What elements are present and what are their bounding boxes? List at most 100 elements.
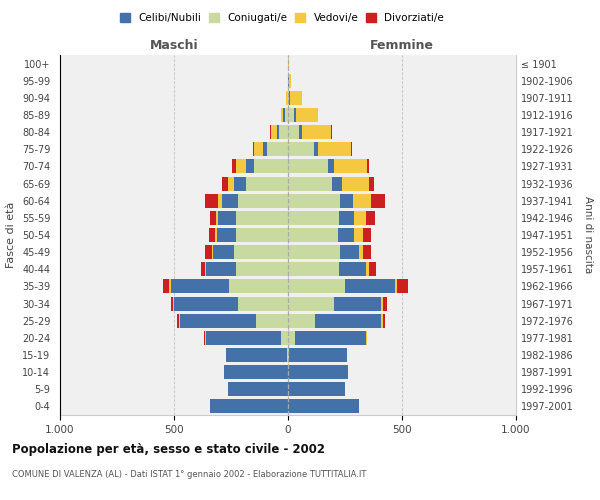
Bar xyxy=(236,160,246,173)
Text: Femmine: Femmine xyxy=(370,38,434,52)
Bar xyxy=(222,176,227,190)
Bar xyxy=(350,142,352,156)
Text: Popolazione per età, sesso e stato civile - 2002: Popolazione per età, sesso e stato civil… xyxy=(12,442,325,456)
Text: Maschi: Maschi xyxy=(149,38,199,52)
Bar xyxy=(332,176,341,190)
Bar xyxy=(382,296,383,310)
Bar xyxy=(212,245,213,259)
Bar xyxy=(281,331,288,345)
Bar xyxy=(367,160,369,173)
Bar xyxy=(302,125,331,139)
Bar xyxy=(288,365,349,379)
Bar xyxy=(236,211,288,225)
Bar xyxy=(340,211,354,225)
Bar xyxy=(288,74,289,88)
Bar xyxy=(288,228,338,242)
Bar xyxy=(246,160,254,173)
Bar xyxy=(296,108,319,122)
Bar xyxy=(222,194,238,207)
Bar xyxy=(365,331,367,345)
Bar xyxy=(170,296,173,310)
Y-axis label: Fasce di età: Fasce di età xyxy=(7,202,16,268)
Bar xyxy=(163,280,169,293)
Bar xyxy=(328,160,334,173)
Bar xyxy=(288,108,294,122)
Bar xyxy=(288,194,340,207)
Bar xyxy=(371,194,385,207)
Bar xyxy=(288,245,340,259)
Bar xyxy=(316,314,382,328)
Bar xyxy=(288,211,340,225)
Bar xyxy=(271,125,277,139)
Bar xyxy=(288,125,299,139)
Bar xyxy=(281,108,283,122)
Bar xyxy=(288,314,316,328)
Bar xyxy=(232,160,236,173)
Bar xyxy=(331,125,332,139)
Bar xyxy=(256,314,288,328)
Bar xyxy=(218,211,236,225)
Bar xyxy=(288,296,334,310)
Bar xyxy=(216,211,218,225)
Bar xyxy=(204,331,205,345)
Bar xyxy=(246,176,288,190)
Bar xyxy=(314,142,317,156)
Bar xyxy=(206,262,236,276)
Bar xyxy=(334,296,382,310)
Bar xyxy=(238,296,288,310)
Bar xyxy=(354,228,363,242)
Bar xyxy=(288,142,314,156)
Bar xyxy=(353,194,371,207)
Bar xyxy=(369,176,373,190)
Bar xyxy=(218,194,222,207)
Legend: Celibi/Nubili, Coniugati/e, Vedovi/e, Divorziati/e: Celibi/Nubili, Coniugati/e, Vedovi/e, Di… xyxy=(117,10,447,26)
Bar xyxy=(382,314,383,328)
Bar xyxy=(226,348,287,362)
Bar xyxy=(340,245,359,259)
Bar xyxy=(288,280,345,293)
Bar xyxy=(288,400,359,413)
Bar xyxy=(345,280,395,293)
Bar xyxy=(254,142,263,156)
Bar xyxy=(359,245,363,259)
Bar xyxy=(235,176,246,190)
Bar xyxy=(254,160,288,173)
Bar xyxy=(205,245,212,259)
Bar xyxy=(205,194,218,207)
Bar xyxy=(383,314,385,328)
Y-axis label: Anni di nascita: Anni di nascita xyxy=(583,196,593,274)
Bar xyxy=(227,382,288,396)
Bar xyxy=(229,280,288,293)
Bar xyxy=(179,314,180,328)
Bar xyxy=(227,176,235,190)
Bar xyxy=(213,245,235,259)
Bar xyxy=(180,314,256,328)
Bar xyxy=(288,382,345,396)
Bar xyxy=(340,194,353,207)
Bar xyxy=(174,296,238,310)
Bar xyxy=(288,262,340,276)
Bar xyxy=(289,74,290,88)
Bar xyxy=(215,228,217,242)
Bar xyxy=(279,125,288,139)
Bar xyxy=(334,160,367,173)
Bar xyxy=(289,348,347,362)
Bar xyxy=(341,176,369,190)
Bar xyxy=(205,331,206,345)
Bar xyxy=(289,91,290,105)
Bar xyxy=(253,142,254,156)
Bar xyxy=(365,211,374,225)
Bar xyxy=(395,280,397,293)
Bar xyxy=(287,348,288,362)
Bar xyxy=(236,228,288,242)
Text: COMUNE DI VALENZA (AL) - Dati ISTAT 1° gennaio 2002 - Elaborazione TUTTITALIA.IT: COMUNE DI VALENZA (AL) - Dati ISTAT 1° g… xyxy=(12,470,367,479)
Bar xyxy=(268,142,288,156)
Bar xyxy=(178,314,179,328)
Bar xyxy=(236,262,288,276)
Bar xyxy=(288,160,328,173)
Bar xyxy=(287,91,288,105)
Bar xyxy=(365,262,369,276)
Bar xyxy=(238,194,288,207)
Bar xyxy=(294,108,296,122)
Bar xyxy=(277,125,279,139)
